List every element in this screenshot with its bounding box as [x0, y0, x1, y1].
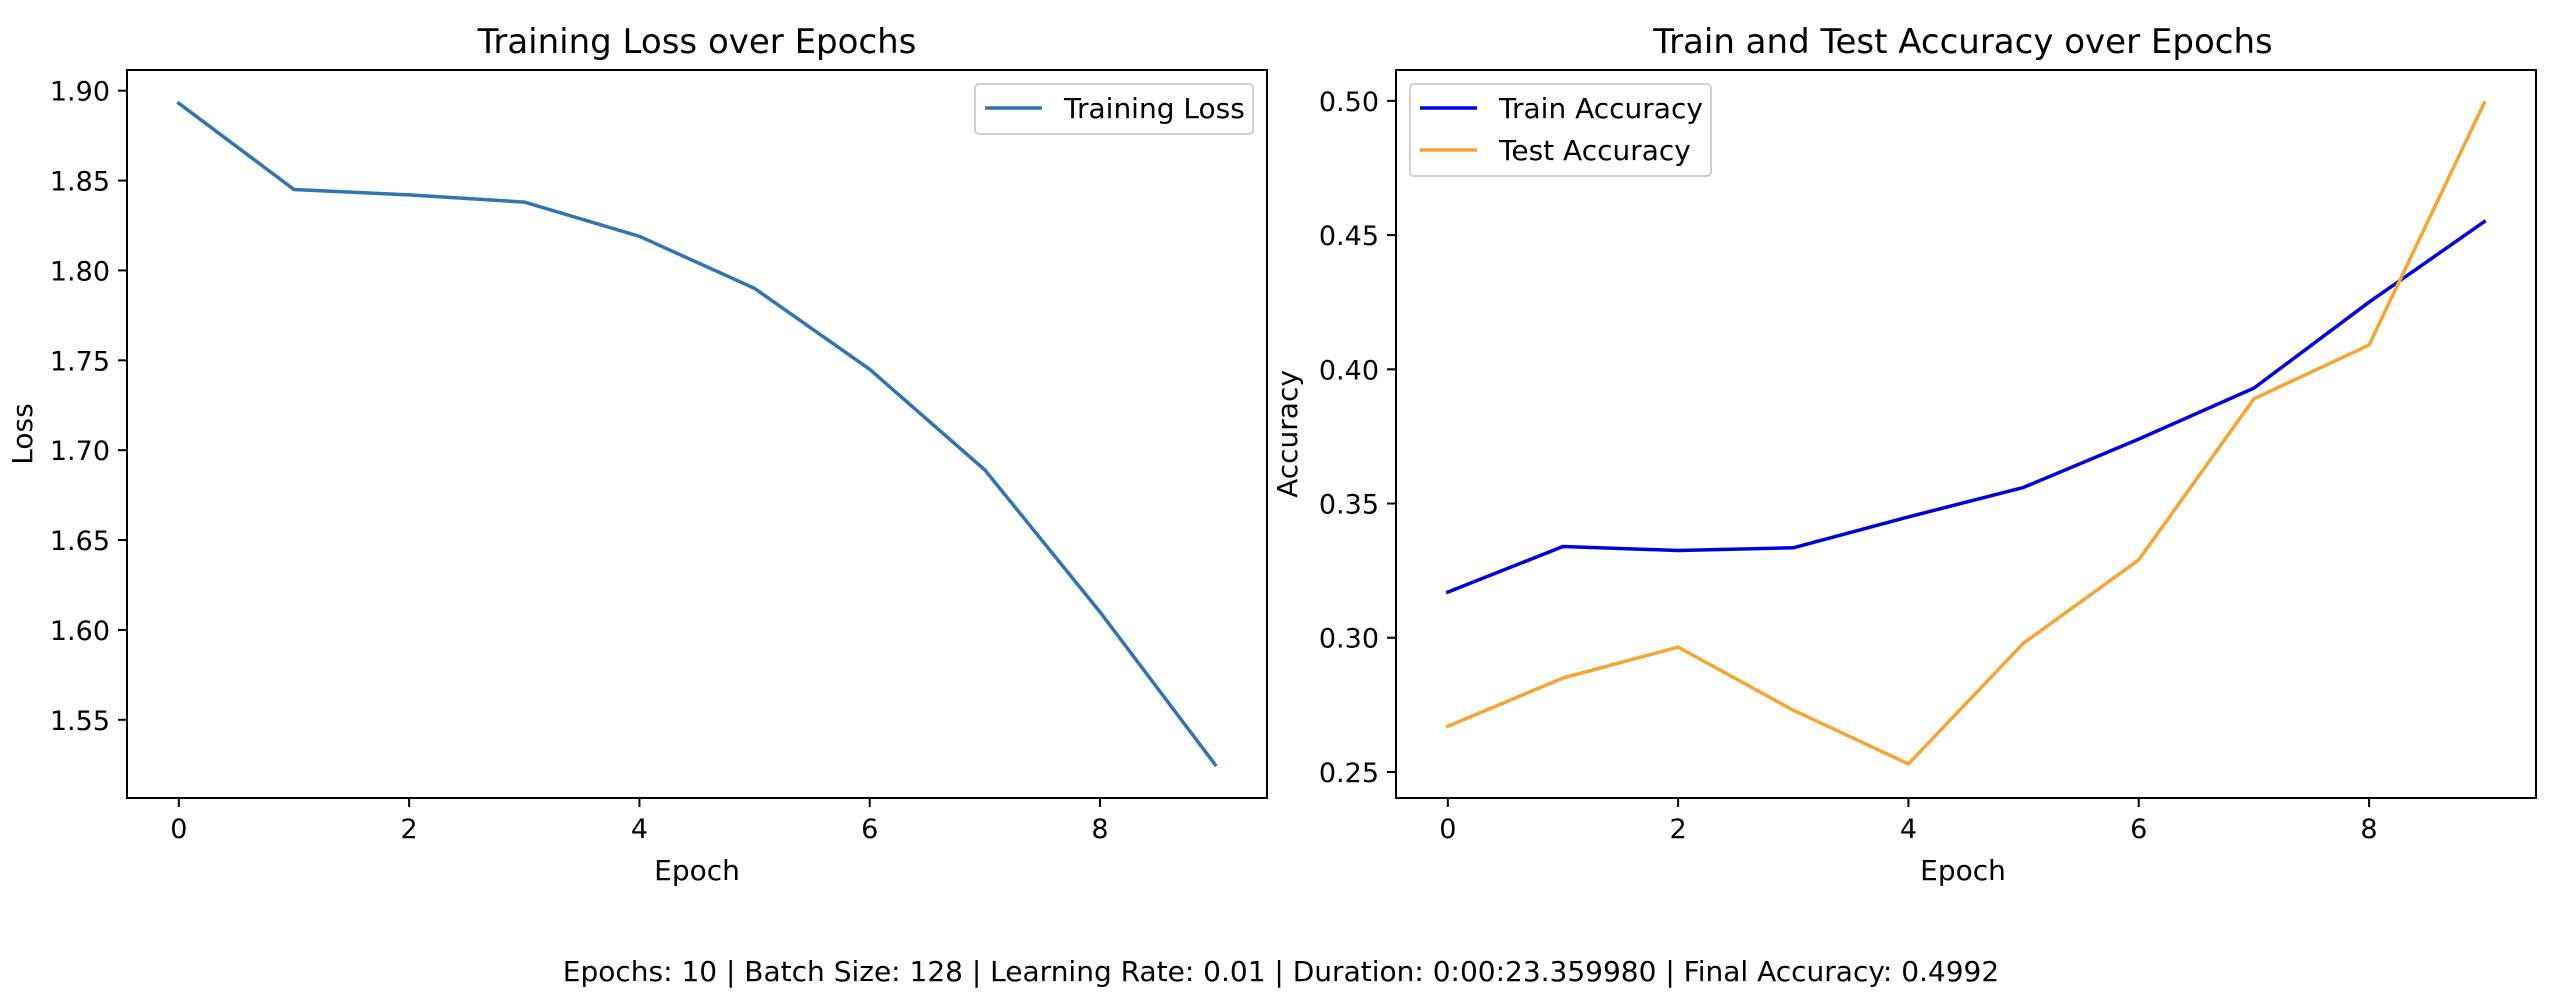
test-accuracy-legend-label: Test Accuracy: [1498, 134, 1691, 167]
loss-chart-legend-box: [974, 83, 1254, 135]
loss-chart-ytick-label: 1.55: [50, 706, 110, 737]
loss-chart-ytick-label: 1.90: [50, 77, 110, 108]
loss-chart-ytick-label: 1.75: [50, 346, 110, 377]
loss-chart-ytick-label: 1.70: [50, 436, 110, 467]
accuracy-chart-ytick-label: 0.40: [1319, 355, 1379, 386]
accuracy-chart-xtick-label: 0: [1439, 814, 1456, 845]
loss-chart-xtick-label: 4: [631, 814, 648, 845]
training-loss-line: [176, 100, 1218, 768]
train-accuracy-line: [1445, 219, 2487, 595]
accuracy-chart-xtick-label: 8: [2360, 814, 2377, 845]
loss-chart-ylabel: Loss: [6, 403, 39, 464]
loss-chart-xtick-label: 2: [401, 814, 418, 845]
accuracy-chart-legend-box: [1409, 83, 1712, 177]
accuracy-chart: Train and Test Accuracy over Epochs 0 2 4 6…: [1271, 22, 2537, 887]
loss-chart-ytick-label: 1.65: [50, 526, 110, 557]
loss-chart-xtick-label: 8: [1091, 814, 1108, 845]
loss-chart-ytick-label: 1.60: [50, 616, 110, 647]
accuracy-chart-ytick-label: 0.30: [1319, 624, 1379, 655]
accuracy-chart-xtick-label: 4: [1900, 814, 1917, 845]
loss-chart-title: Training Loss over Epochs: [477, 22, 917, 62]
train-accuracy-legend-label: Train Accuracy: [1498, 92, 1703, 125]
training-loss-legend-label: Training Loss: [1063, 92, 1245, 125]
accuracy-chart-ylabel: Accuracy: [1271, 370, 1304, 498]
loss-chart-xtick-label: 6: [861, 814, 878, 845]
loss-chart-ytick-label: 1.80: [50, 256, 110, 287]
loss-chart-ytick-label: 1.85: [50, 167, 110, 198]
loss-chart-ticks: 0 2 4 6 8 1.55 1.60 1.65 1.70 1.75 1.80 1.85 1.90: [50, 77, 1109, 845]
accuracy-chart-ytick-label: 0.35: [1319, 490, 1379, 521]
accuracy-chart-xtick-label: 6: [2130, 814, 2147, 845]
accuracy-chart-legend: Train Accuracy Test Accuracy: [1409, 83, 1712, 177]
accuracy-chart-title: Train and Test Accuracy over Epochs: [1652, 22, 2272, 62]
accuracy-chart-xlabel: Epoch: [1920, 854, 2006, 887]
accuracy-chart-lines: [1445, 100, 2487, 766]
loss-chart: Training Loss over Epochs 0 2 4 6 8 1.55 1.60 1…: [6, 22, 1268, 887]
loss-chart-legend: Training Loss: [974, 83, 1254, 135]
accuracy-chart-ytick-label: 0.45: [1319, 221, 1379, 252]
run-summary-footer: Epochs: 10 | Batch Size: 128 | Learning …: [562, 955, 2000, 988]
accuracy-chart-ticks: 0 2 4 6 8 0.25 0.30 0.35 0.40 0.45 0.50: [1319, 87, 2378, 845]
loss-chart-plot-frame: [126, 69, 1268, 799]
accuracy-chart-xtick-label: 2: [1670, 814, 1687, 845]
accuracy-chart-ytick-label: 0.25: [1319, 758, 1379, 789]
test-accuracy-line: [1445, 100, 2487, 766]
accuracy-chart-ytick-label: 0.50: [1319, 87, 1379, 118]
loss-chart-xlabel: Epoch: [654, 854, 740, 887]
accuracy-chart-plot-frame: [1395, 69, 2537, 799]
loss-chart-lines: [176, 100, 1218, 768]
loss-chart-xtick-label: 0: [170, 814, 187, 845]
